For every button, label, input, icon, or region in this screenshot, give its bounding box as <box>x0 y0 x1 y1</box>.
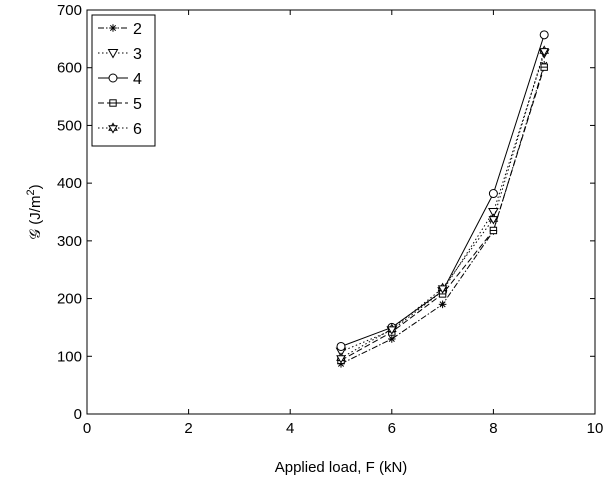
data-point <box>539 45 550 57</box>
data-point <box>336 352 346 364</box>
series-layer <box>335 30 550 368</box>
x-tick-label: 6 <box>388 420 396 437</box>
y-tick-label: 300 <box>57 233 82 250</box>
data-point <box>488 189 498 199</box>
legend-entry-4: 4 <box>98 71 142 88</box>
legend-marker <box>107 49 119 59</box>
y-tick-label: 100 <box>57 348 82 365</box>
x-tick-label: 0 <box>83 420 91 437</box>
legend-entry-5: 5 <box>98 96 142 113</box>
y-tick-label: 700 <box>57 2 82 19</box>
x-tick-label: 10 <box>587 420 604 437</box>
series-line-6 <box>340 50 545 359</box>
legend-label: 2 <box>133 21 142 38</box>
y-axis-unit-exponent: 2 <box>25 189 37 195</box>
y-axis-label: 𝒢 (J/m2) <box>25 184 44 239</box>
data-point <box>336 341 346 351</box>
x-tick-label: 2 <box>184 420 192 437</box>
y-tick-label: 0 <box>74 406 82 423</box>
legend-marker <box>108 73 118 83</box>
data-point <box>489 226 498 235</box>
data-point <box>438 300 447 309</box>
data-point <box>540 63 548 71</box>
y-tick-label: 200 <box>57 291 82 308</box>
data-point <box>539 30 549 40</box>
y-axis-unit-close: ) <box>27 184 44 189</box>
legend-entry-3: 3 <box>98 46 142 63</box>
x-tick-label: 4 <box>286 420 294 437</box>
legend-label: 4 <box>133 71 142 88</box>
data-point <box>386 323 397 335</box>
legend-marker <box>109 24 117 32</box>
series-6 <box>336 45 550 364</box>
data-point <box>488 213 499 225</box>
x-tick-label: 8 <box>489 420 497 437</box>
y-axis-unit: (J/m <box>27 196 44 225</box>
legend-label: 3 <box>133 46 142 63</box>
legend-label: 5 <box>133 96 142 113</box>
legend: 2 3 4 5 6 <box>91 14 156 147</box>
legend-label: 6 <box>133 121 142 138</box>
data-point <box>388 335 396 343</box>
legend-box <box>91 14 156 147</box>
y-tick-label: 500 <box>57 117 82 134</box>
legend-entry-6: 6 <box>98 121 142 138</box>
legend-marker <box>109 99 117 107</box>
x-axis-label: Applied load, F (kN) <box>275 459 408 476</box>
data-point <box>437 282 448 294</box>
y-tick-label: 400 <box>57 175 82 192</box>
series-line-3 <box>340 53 545 353</box>
y-axis-symbol: 𝒢 <box>27 229 44 240</box>
legend-marker <box>108 122 118 134</box>
legend-entry-2: 2 <box>98 21 142 38</box>
y-tick-label: 600 <box>57 60 82 77</box>
